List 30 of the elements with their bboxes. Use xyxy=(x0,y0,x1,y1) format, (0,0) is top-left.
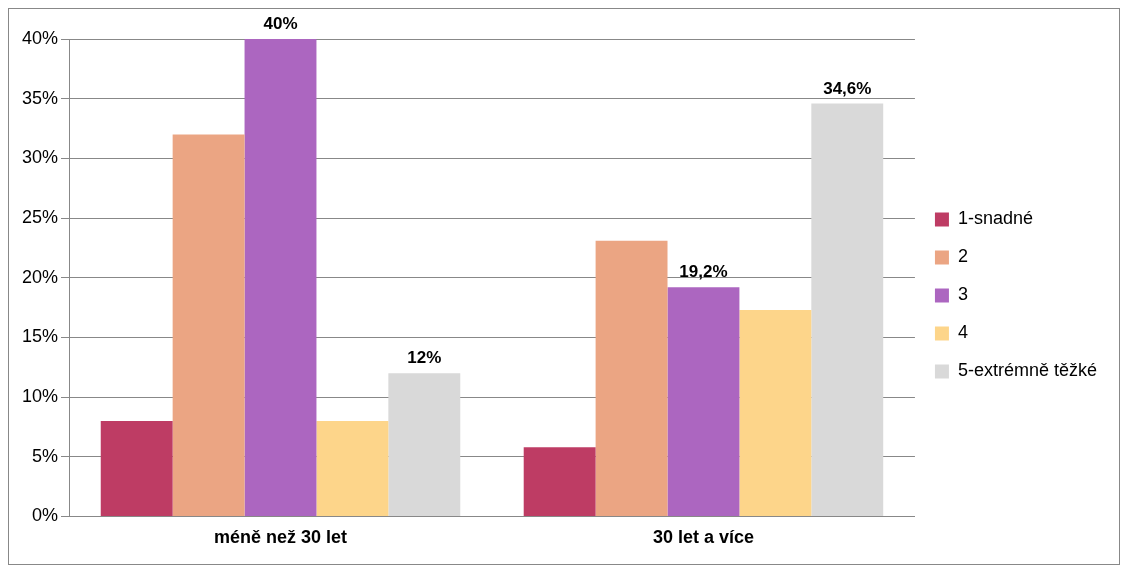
data-label: 19,2% xyxy=(679,262,728,282)
legend-label: 5-extrémně těžké xyxy=(957,360,1097,381)
y-tick-label: 35% xyxy=(22,87,59,108)
bar xyxy=(595,240,668,516)
y-tick-label: 15% xyxy=(22,326,59,347)
bar xyxy=(316,420,389,516)
y-tick-label: 5% xyxy=(32,445,59,466)
legend-label: 2 xyxy=(957,246,968,267)
bar xyxy=(172,134,245,516)
y-tick-label: 0% xyxy=(32,505,59,526)
bar xyxy=(523,447,596,516)
legend-label: 3 xyxy=(957,284,968,305)
y-tick-label: 10% xyxy=(22,386,59,407)
x-tick-label: 30 let a více xyxy=(652,527,754,548)
data-label: 34,6% xyxy=(823,78,872,98)
y-tick-label: 40% xyxy=(22,27,59,48)
bar xyxy=(100,420,173,516)
y-tick-label: 20% xyxy=(22,266,59,287)
bar xyxy=(244,39,317,516)
x-tick-label: méně než 30 let xyxy=(213,527,348,548)
legend-label: 4 xyxy=(957,322,968,343)
y-tick-label: 25% xyxy=(22,206,59,227)
bar xyxy=(739,309,812,516)
data-label: 12% xyxy=(407,348,442,368)
y-tick-label: 30% xyxy=(22,147,59,168)
bar xyxy=(811,103,884,516)
data-label: 40% xyxy=(263,14,298,34)
legend-label: 1-snadné xyxy=(957,208,1033,229)
bar xyxy=(667,287,740,516)
bar xyxy=(388,373,461,516)
